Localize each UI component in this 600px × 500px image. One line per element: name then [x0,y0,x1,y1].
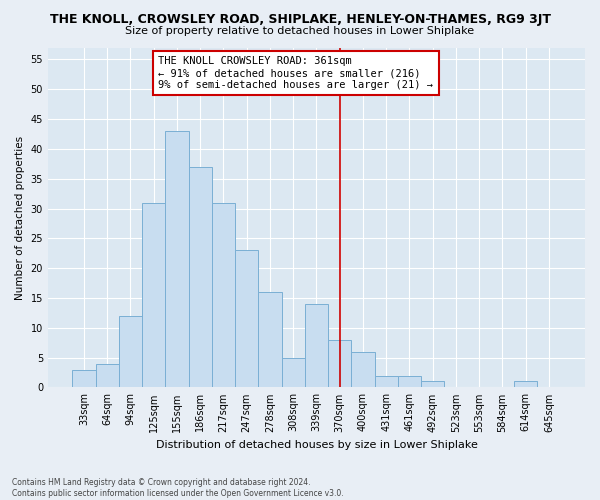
Bar [95,364,119,388]
Bar [398,376,421,388]
Text: THE KNOLL CROWSLEY ROAD: 361sqm
← 91% of detached houses are smaller (216)
9% of: THE KNOLL CROWSLEY ROAD: 361sqm ← 91% of… [158,56,433,90]
Bar [73,370,95,388]
Text: Contains HM Land Registry data © Crown copyright and database right 2024.
Contai: Contains HM Land Registry data © Crown c… [12,478,344,498]
Bar [374,376,398,388]
Bar [421,382,445,388]
Bar [328,340,352,388]
Text: Size of property relative to detached houses in Lower Shiplake: Size of property relative to detached ho… [125,26,475,36]
Bar [212,202,235,388]
Bar [142,202,166,388]
Y-axis label: Number of detached properties: Number of detached properties [15,136,25,300]
Bar [352,352,374,388]
Text: THE KNOLL, CROWSLEY ROAD, SHIPLAKE, HENLEY-ON-THAMES, RG9 3JT: THE KNOLL, CROWSLEY ROAD, SHIPLAKE, HENL… [49,12,551,26]
Bar [305,304,328,388]
Bar [514,382,538,388]
Bar [235,250,259,388]
Bar [119,316,142,388]
Bar [281,358,305,388]
X-axis label: Distribution of detached houses by size in Lower Shiplake: Distribution of detached houses by size … [155,440,478,450]
Bar [188,167,212,388]
Bar [166,131,188,388]
Bar [259,292,281,388]
